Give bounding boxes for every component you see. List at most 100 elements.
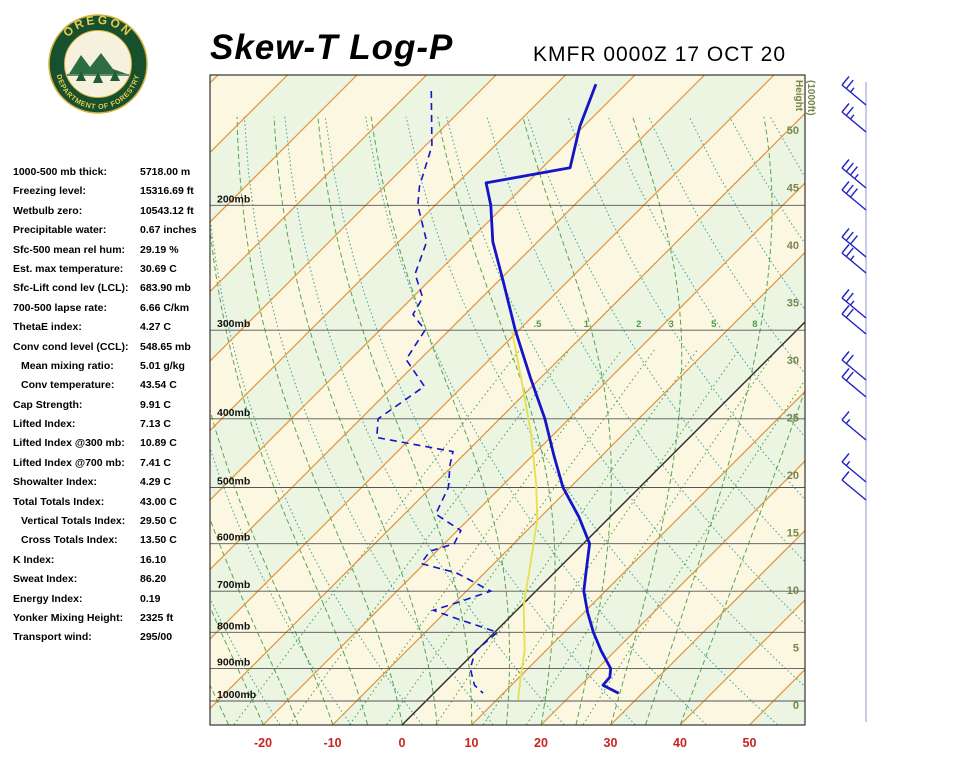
stat-value: 86.20 <box>140 573 167 586</box>
logo-mountains-icon <box>67 53 129 83</box>
stat-value: 7.13 C <box>140 418 171 431</box>
wind-barb-icon <box>841 368 867 398</box>
svg-text:8: 8 <box>752 319 757 330</box>
stat-value: 10.89 C <box>140 437 177 450</box>
stat-value: 43.54 C <box>140 379 177 392</box>
stats-panel: 1000-500 mb thick: 5718.00 m Freezing leve… <box>13 166 209 651</box>
svg-text:-20: -20 <box>254 736 272 750</box>
stat-label: Conv cond level (CCL): <box>13 340 129 353</box>
wind-barb-icon <box>841 244 867 274</box>
stat-value: 295/00 <box>140 631 173 644</box>
station-label: KMFR 0000Z 17 OCT 20 <box>533 43 787 66</box>
wind-barb-icon <box>841 351 867 381</box>
wind-barb-icon <box>841 181 867 211</box>
stat-label: ThetaE index: <box>13 321 82 334</box>
svg-text:1000mb: 1000mb <box>217 689 256 701</box>
svg-text:200mb: 200mb <box>217 193 250 205</box>
stat-label: Lifted Index @700 mb: <box>13 456 125 469</box>
stat-value: 2325 ft <box>140 611 174 624</box>
wind-barb-icon <box>841 228 867 258</box>
stat-row: Transport wind: 295/00 <box>13 631 209 650</box>
svg-text:0: 0 <box>793 700 799 712</box>
svg-text:300mb: 300mb <box>217 318 250 330</box>
svg-text:15: 15 <box>787 528 799 540</box>
svg-text:-10: -10 <box>323 736 341 750</box>
stat-label: Precipitable water: <box>13 224 107 237</box>
svg-text:40: 40 <box>787 240 799 252</box>
svg-text:50: 50 <box>787 125 799 137</box>
stat-row: Cap Strength: 9.91 C <box>13 399 209 418</box>
stat-row: Conv temperature: 43.54 C <box>13 379 209 398</box>
svg-text:1: 1 <box>584 319 590 330</box>
parcel-curve <box>511 330 539 701</box>
wind-barb-icon <box>841 76 867 106</box>
stat-row: Mean mixing ratio: 5.01 g/kg <box>13 360 209 379</box>
svg-text:900mb: 900mb <box>217 657 250 669</box>
stat-value: 29.50 C <box>140 515 177 528</box>
stat-row: Total Totals Index: 43.00 C <box>13 496 209 515</box>
stat-label: Lifted Index @300 mb: <box>13 437 125 450</box>
stat-label: Yonker Mixing Height: <box>13 611 124 624</box>
svg-text:800mb: 800mb <box>217 620 250 632</box>
svg-text:10: 10 <box>465 736 479 750</box>
stat-value: 0.67 inches <box>140 224 197 237</box>
stat-row: Est. max temperature: 30.69 C <box>13 263 209 282</box>
svg-text:10: 10 <box>787 585 799 597</box>
height-axis-label: Height <box>793 80 804 112</box>
wind-barb-icon <box>841 471 867 501</box>
temperature-axis: -20 -10 0 10 20 30 40 50 <box>254 736 757 750</box>
svg-text:20: 20 <box>534 736 548 750</box>
page-title: Skew-T Log-P <box>210 28 454 67</box>
svg-text:50: 50 <box>743 736 757 750</box>
wind-barb-icon <box>841 453 867 483</box>
wind-barb-icon <box>841 103 867 133</box>
svg-text:0: 0 <box>399 736 406 750</box>
stat-label: Showalter Index: <box>13 476 98 489</box>
stat-row: Lifted Index: 7.13 C <box>13 418 209 437</box>
sounding-profiles <box>375 83 620 701</box>
svg-text:600mb: 600mb <box>217 532 250 544</box>
stat-value: 30.69 C <box>140 262 177 275</box>
svg-text:20: 20 <box>787 470 799 482</box>
stat-value: 7.41 C <box>140 456 171 469</box>
stat-row: ThetaE index: 4.27 C <box>13 321 209 340</box>
mixing-ratio-labels: .5 1 2 3 5 8 <box>533 319 757 330</box>
stat-label: Freezing level: <box>13 185 86 198</box>
dewpoint-line <box>375 90 500 694</box>
stat-label: Energy Index: <box>13 592 83 605</box>
stat-row: 700-500 lapse rate: 6.66 C/km <box>13 302 209 321</box>
stat-label: Sfc-500 mean rel hum: <box>13 243 126 256</box>
stat-row: Vertical Totals Index: 29.50 C <box>13 515 209 534</box>
stat-label: Wetbulb zero: <box>13 204 83 217</box>
svg-text:500mb: 500mb <box>217 476 250 488</box>
chart-border <box>209 74 806 726</box>
stat-label: Transport wind: <box>13 631 92 644</box>
stat-row: Lifted Index @700 mb: 7.41 C <box>13 457 209 476</box>
stat-value: 4.29 C <box>140 476 171 489</box>
svg-text:35: 35 <box>787 298 799 310</box>
svg-text:5: 5 <box>711 319 717 330</box>
stat-label: Cap Strength: <box>13 398 83 411</box>
stat-value: 15316.69 ft <box>140 185 194 198</box>
stat-label: Conv temperature: <box>21 379 115 392</box>
stat-row: Sfc-Lift cond lev (LCL): 683.90 mb <box>13 282 209 301</box>
wind-barb-icon <box>841 159 867 189</box>
svg-text:5: 5 <box>793 643 799 655</box>
svg-text:3: 3 <box>668 319 673 330</box>
stat-label: Total Totals Index: <box>13 495 105 508</box>
isotherms <box>210 75 805 725</box>
dry-adiabats <box>210 116 805 725</box>
stat-label: Cross Totals Index: <box>21 534 118 547</box>
stat-row: Precipitable water: 0.67 inches <box>13 224 209 243</box>
stat-row: Yonker Mixing Height: 2325 ft <box>13 612 209 631</box>
svg-text:700mb: 700mb <box>217 579 250 591</box>
temperature-line <box>484 83 620 695</box>
wind-barb-icon <box>841 411 867 441</box>
stat-row: Energy Index: 0.19 <box>13 593 209 612</box>
stat-label: 700-500 lapse rate: <box>13 301 107 314</box>
stat-value: 6.66 C/km <box>140 301 190 314</box>
stat-value: 0.19 <box>140 592 161 605</box>
stat-label: Sfc-Lift cond lev (LCL): <box>13 282 129 295</box>
